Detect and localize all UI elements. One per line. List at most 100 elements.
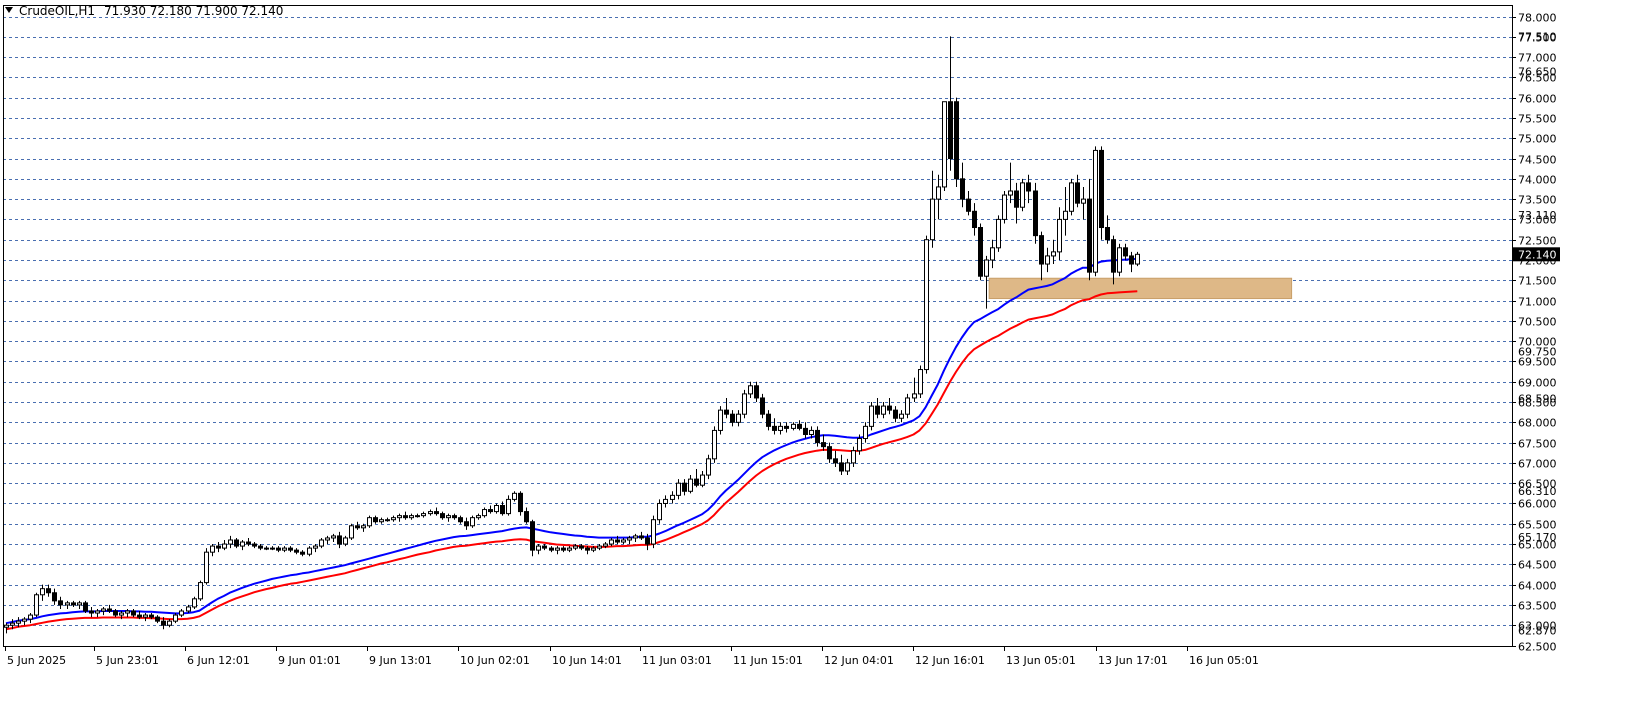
candle: [228, 535, 233, 549]
candle: [210, 544, 215, 557]
candle: [1069, 178, 1074, 216]
candle-body-bear: [107, 608, 112, 612]
candle-body-bull: [210, 545, 215, 553]
candle-body-bull: [742, 393, 747, 415]
candle-body-bear: [1075, 182, 1080, 204]
y-extra-label: 77.510: [1518, 30, 1557, 43]
candle: [591, 546, 596, 553]
candle: [294, 548, 299, 555]
triangle-down-icon[interactable]: [5, 7, 13, 13]
candle: [1045, 247, 1050, 273]
candle-body-bear: [1099, 149, 1104, 229]
candle: [881, 402, 886, 419]
candle-body-bull: [270, 547, 275, 550]
candle: [1093, 146, 1098, 277]
candle: [331, 533, 336, 543]
candle: [40, 584, 45, 601]
candle-body-bear: [1014, 190, 1019, 208]
candle: [657, 499, 662, 524]
candle-body-bear: [518, 492, 523, 513]
candle-body-bear: [161, 620, 166, 626]
candle: [833, 450, 838, 467]
y-tick-label: 75.000: [1518, 133, 1557, 146]
candle: [869, 402, 874, 431]
candle-body-bull: [996, 218, 1001, 249]
candle-body-bull: [1093, 149, 1098, 273]
y-tick-label: 70.000: [1518, 336, 1557, 349]
candle-body-bull: [567, 547, 572, 551]
candle-body-bear: [155, 616, 160, 622]
candle: [10, 619, 15, 630]
candle-body-bear: [972, 210, 977, 229]
candle: [736, 410, 741, 427]
candle-body-bull: [391, 517, 396, 521]
candle-body-bear: [294, 549, 299, 553]
candle: [288, 546, 293, 553]
candle: [186, 604, 191, 614]
y-tick-label: 66.000: [1518, 498, 1557, 511]
candle-body-bull: [851, 450, 856, 464]
candle-body-bear: [403, 515, 408, 519]
candle: [996, 215, 1001, 252]
candle: [567, 546, 572, 553]
candle: [700, 471, 705, 488]
candle-body-bull: [506, 498, 511, 515]
x-tick-label: 11 Jun 03:01: [642, 654, 712, 667]
candle: [167, 619, 172, 628]
candle-body-bull: [706, 458, 711, 476]
candle-body-bear: [839, 462, 844, 472]
candle-body-bull: [361, 525, 366, 529]
candle-body-bull: [331, 535, 336, 539]
candle-body-bull: [1135, 253, 1140, 265]
candle-body-bull: [621, 539, 626, 543]
candle: [524, 507, 529, 524]
candle-body-bear: [337, 535, 342, 545]
candle-body-bear: [258, 545, 263, 549]
candle-body-bull: [22, 618, 27, 622]
x-tick-label: 16 Jun 05:01: [1189, 654, 1259, 667]
candle: [633, 533, 638, 543]
candle-body-bull: [101, 608, 106, 612]
y-tick-label: 73.500: [1518, 194, 1557, 207]
candle: [754, 381, 759, 403]
candle: [972, 203, 977, 236]
candle-body-bull: [591, 547, 596, 551]
candle: [204, 548, 209, 585]
y-tick-label: 62.500: [1518, 641, 1557, 654]
candle: [621, 537, 626, 545]
candle-body-bear: [682, 482, 687, 492]
candle: [307, 546, 312, 557]
candle: [77, 600, 82, 609]
candle: [512, 491, 517, 502]
candle: [137, 611, 142, 620]
candle-body-bull: [670, 494, 675, 500]
candle: [143, 613, 148, 622]
candle-body-bull: [700, 474, 705, 486]
candle: [28, 613, 33, 624]
x-tick-label: 5 Jun 2025: [7, 654, 66, 667]
candle: [300, 550, 305, 557]
candle-body-bull: [367, 517, 372, 527]
candle: [276, 546, 281, 553]
candle: [615, 535, 620, 545]
candle-body-bull: [186, 606, 191, 612]
candle: [101, 606, 106, 616]
candle: [766, 410, 771, 431]
candle-body-bear: [89, 610, 94, 614]
x-tick-label: 12 Jun 04:01: [824, 654, 894, 667]
candle-body-bear: [815, 429, 820, 444]
candle: [1002, 190, 1007, 224]
candle-body-bear: [561, 547, 566, 551]
candle-body-bull: [409, 515, 414, 519]
candle-body-bear: [1123, 247, 1128, 257]
candle-body-bull: [421, 513, 426, 517]
candle-body-bull: [325, 537, 330, 541]
candle: [936, 174, 941, 220]
candle-body-bull: [494, 504, 499, 513]
candle: [52, 588, 57, 605]
candle: [470, 515, 475, 528]
candle-body-bear: [373, 517, 378, 523]
candle-body-bull: [676, 482, 681, 496]
